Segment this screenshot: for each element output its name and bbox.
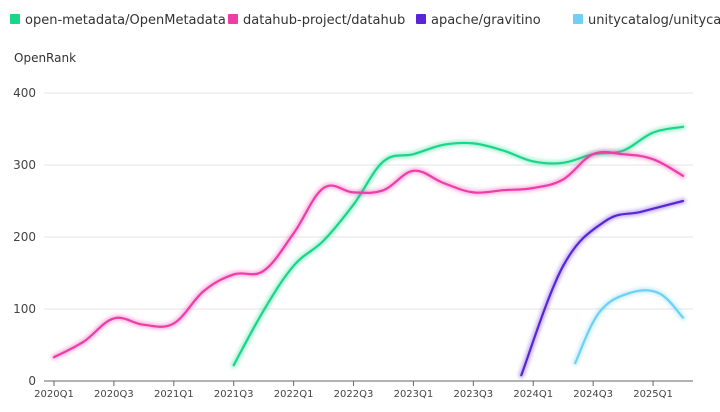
x-tick-label: 2022Q3 [334,389,374,400]
legend-swatch[interactable] [573,14,583,24]
y-axis-ticks: 0 100 200 300 400 [13,86,36,388]
series-glow [518,198,686,379]
x-tick-label: 2023Q3 [453,389,493,400]
x-tick-label: 2022Q1 [274,389,314,400]
x-tick-label: 2020Q3 [94,389,134,400]
legend-label[interactable]: datahub-project/datahub [243,13,405,28]
series-line[interactable] [520,199,685,377]
series-line[interactable] [574,289,685,365]
legend-swatch[interactable] [228,14,238,24]
x-tick-label: 2023Q1 [394,389,434,400]
y-tick-label: 300 [13,158,36,172]
x-tick-label: 2021Q1 [154,389,194,400]
y-axis-label: OpenRank [14,51,76,65]
series-line[interactable] [52,150,685,359]
y-tick-label: 0 [28,374,36,388]
y-tick-label: 200 [13,230,36,244]
y-tick-label: 400 [13,86,36,100]
x-tick-label: 2020Q1 [34,389,74,400]
legend-label[interactable]: open-metadata/OpenMetadata [25,13,226,28]
x-tick-label: 2025Q1 [633,389,673,400]
x-axis: 2020Q1 2020Q3 2021Q1 2021Q3 2022Q1 2022Q3 2023… [34,380,693,400]
legend-swatch[interactable] [10,14,20,24]
y-tick-label: 100 [13,302,36,316]
series-glow [230,123,686,369]
x-tick-label: 2021Q3 [214,389,254,400]
legend-label[interactable]: apache/gravitino [431,13,541,28]
x-tick-label: 2024Q1 [513,389,553,400]
legend-label[interactable]: unitycatalog/unitycatalog [588,13,720,28]
legend-swatch[interactable] [416,14,426,24]
grid-lines [44,92,693,310]
x-tick-label: 2024Q3 [573,389,613,400]
series-line[interactable] [232,125,685,367]
series-lines [51,123,686,379]
legend: open-metadata/OpenMetadata datahub-projec… [10,13,720,28]
